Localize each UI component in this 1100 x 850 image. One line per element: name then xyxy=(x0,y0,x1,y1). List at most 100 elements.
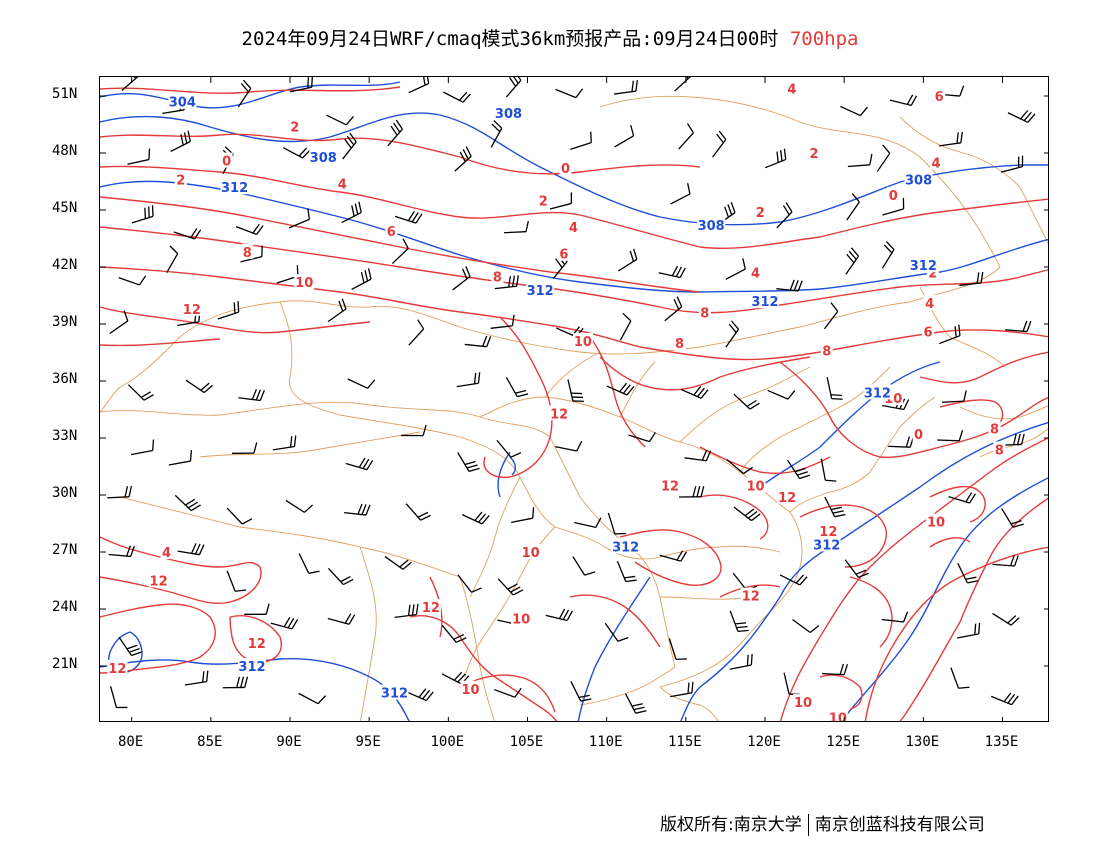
height-label-bg xyxy=(904,171,933,187)
wind-barb xyxy=(614,80,638,95)
height-label-bg xyxy=(812,536,841,552)
lon-tick-label: 95E xyxy=(355,734,381,750)
temperature-label: 6 xyxy=(935,90,944,105)
wind-barb xyxy=(680,386,709,399)
wind-barb xyxy=(888,436,915,448)
height-label: 312 xyxy=(612,540,639,555)
temperature-label: 4 xyxy=(931,157,940,172)
wind-barb xyxy=(108,545,135,558)
temperature-label: 10 xyxy=(512,613,530,628)
wind-barb xyxy=(606,382,635,396)
wind-barb xyxy=(351,268,372,291)
wind-barb xyxy=(285,499,314,513)
temperature-label-bg xyxy=(698,304,711,320)
temperature-label-bg xyxy=(785,80,798,96)
wind-barb xyxy=(824,496,846,518)
temperature-label-bg xyxy=(549,405,570,421)
wind-barb xyxy=(170,130,191,153)
wind-barb xyxy=(545,608,574,622)
province-borders xyxy=(100,95,1048,721)
temperature-label-bg xyxy=(572,333,593,349)
temperature-label-bg xyxy=(420,599,441,615)
temperature-label-bg xyxy=(820,342,833,358)
temperature-label-bg xyxy=(926,513,946,529)
wind-barb xyxy=(684,449,712,462)
height-label-bg xyxy=(697,217,726,233)
wind-barb xyxy=(456,372,481,388)
wind-barb xyxy=(443,91,471,103)
height-label: 308 xyxy=(698,219,725,234)
temperature-label: 8 xyxy=(493,271,502,286)
temperature-label-bg xyxy=(930,154,942,170)
height-label: 312 xyxy=(527,284,554,299)
temperature-label: 12 xyxy=(742,590,760,605)
lon-tick-label: 80E xyxy=(118,734,144,750)
wind-barb xyxy=(342,132,357,160)
temperature-label: 12 xyxy=(183,303,201,318)
title-main: 2024年09月24日WRF/cmaq模式36km预报产品:09月24日00时 xyxy=(241,28,779,50)
wind-barb xyxy=(729,610,749,633)
wind-barb xyxy=(939,131,963,147)
height-labels: 304 308 308 312 308 308 312 312 312 312 312 312 312 3… xyxy=(168,93,938,702)
wind-barb xyxy=(776,202,793,229)
lat-tick-label: 42N xyxy=(52,257,78,273)
temperature-label-bg xyxy=(808,145,821,160)
wind-barb xyxy=(118,636,143,657)
wind-barb xyxy=(614,125,635,148)
height-label: 312 xyxy=(381,687,408,702)
temperature-label: 8 xyxy=(822,345,831,360)
wind-barb xyxy=(327,298,347,323)
wind-barb xyxy=(729,654,753,670)
credit-separator xyxy=(807,814,809,836)
temperature-label-bg xyxy=(241,243,254,259)
temperature-label-bg xyxy=(511,610,532,626)
wind-barb xyxy=(327,567,354,586)
wind-barb xyxy=(570,681,592,702)
temperature-label: 12 xyxy=(550,407,568,422)
wind-barb xyxy=(222,676,249,689)
wind-barb xyxy=(226,507,253,525)
temperature-label: 2 xyxy=(176,174,185,189)
temperature-label-bg xyxy=(749,264,762,280)
wind-barb xyxy=(405,688,434,702)
wind-barb xyxy=(118,275,147,286)
wind-barb xyxy=(461,511,490,525)
wind-barb xyxy=(1007,110,1036,123)
lon-tick-label: 90E xyxy=(276,734,302,750)
temperature-label: 10 xyxy=(295,276,313,291)
wind-barb xyxy=(327,613,356,625)
wind-barb xyxy=(570,131,592,150)
wind-barb xyxy=(733,506,761,522)
temperature-label-bg xyxy=(827,709,848,721)
wind-barb xyxy=(992,555,1019,567)
wind-barb xyxy=(678,123,695,150)
lon-tick-label: 100E xyxy=(430,734,465,750)
wind-barb xyxy=(1005,320,1032,333)
temperature-label-bg xyxy=(148,572,169,588)
temperature-label-bg xyxy=(107,659,128,675)
height-label: 312 xyxy=(238,660,265,675)
wind-barb xyxy=(658,265,686,279)
temperature-label: 0 xyxy=(561,162,570,177)
wind-barb xyxy=(121,77,139,91)
wind-barb xyxy=(617,248,638,272)
height-label: 312 xyxy=(221,181,248,196)
wind-barb xyxy=(950,667,970,689)
temperature-label-bg xyxy=(557,245,570,261)
wind-barb xyxy=(174,494,201,512)
wind-barb xyxy=(493,687,522,698)
temperature-label: 2 xyxy=(928,267,937,282)
temperature-label: 6 xyxy=(559,248,568,263)
wind-barb xyxy=(401,424,427,437)
wind-barb xyxy=(624,693,647,714)
temperature-label-bg xyxy=(288,118,301,134)
temperature-label: 8 xyxy=(990,423,999,438)
wind-barb xyxy=(881,611,909,623)
temperature-label-bg xyxy=(520,544,541,559)
lat-tick-label: 21N xyxy=(52,656,78,672)
wind-barb xyxy=(288,208,310,229)
wind-barb xyxy=(1001,155,1024,173)
wind-barb xyxy=(503,220,529,234)
wind-barb xyxy=(939,324,961,345)
temperature-label-bg xyxy=(336,175,349,191)
